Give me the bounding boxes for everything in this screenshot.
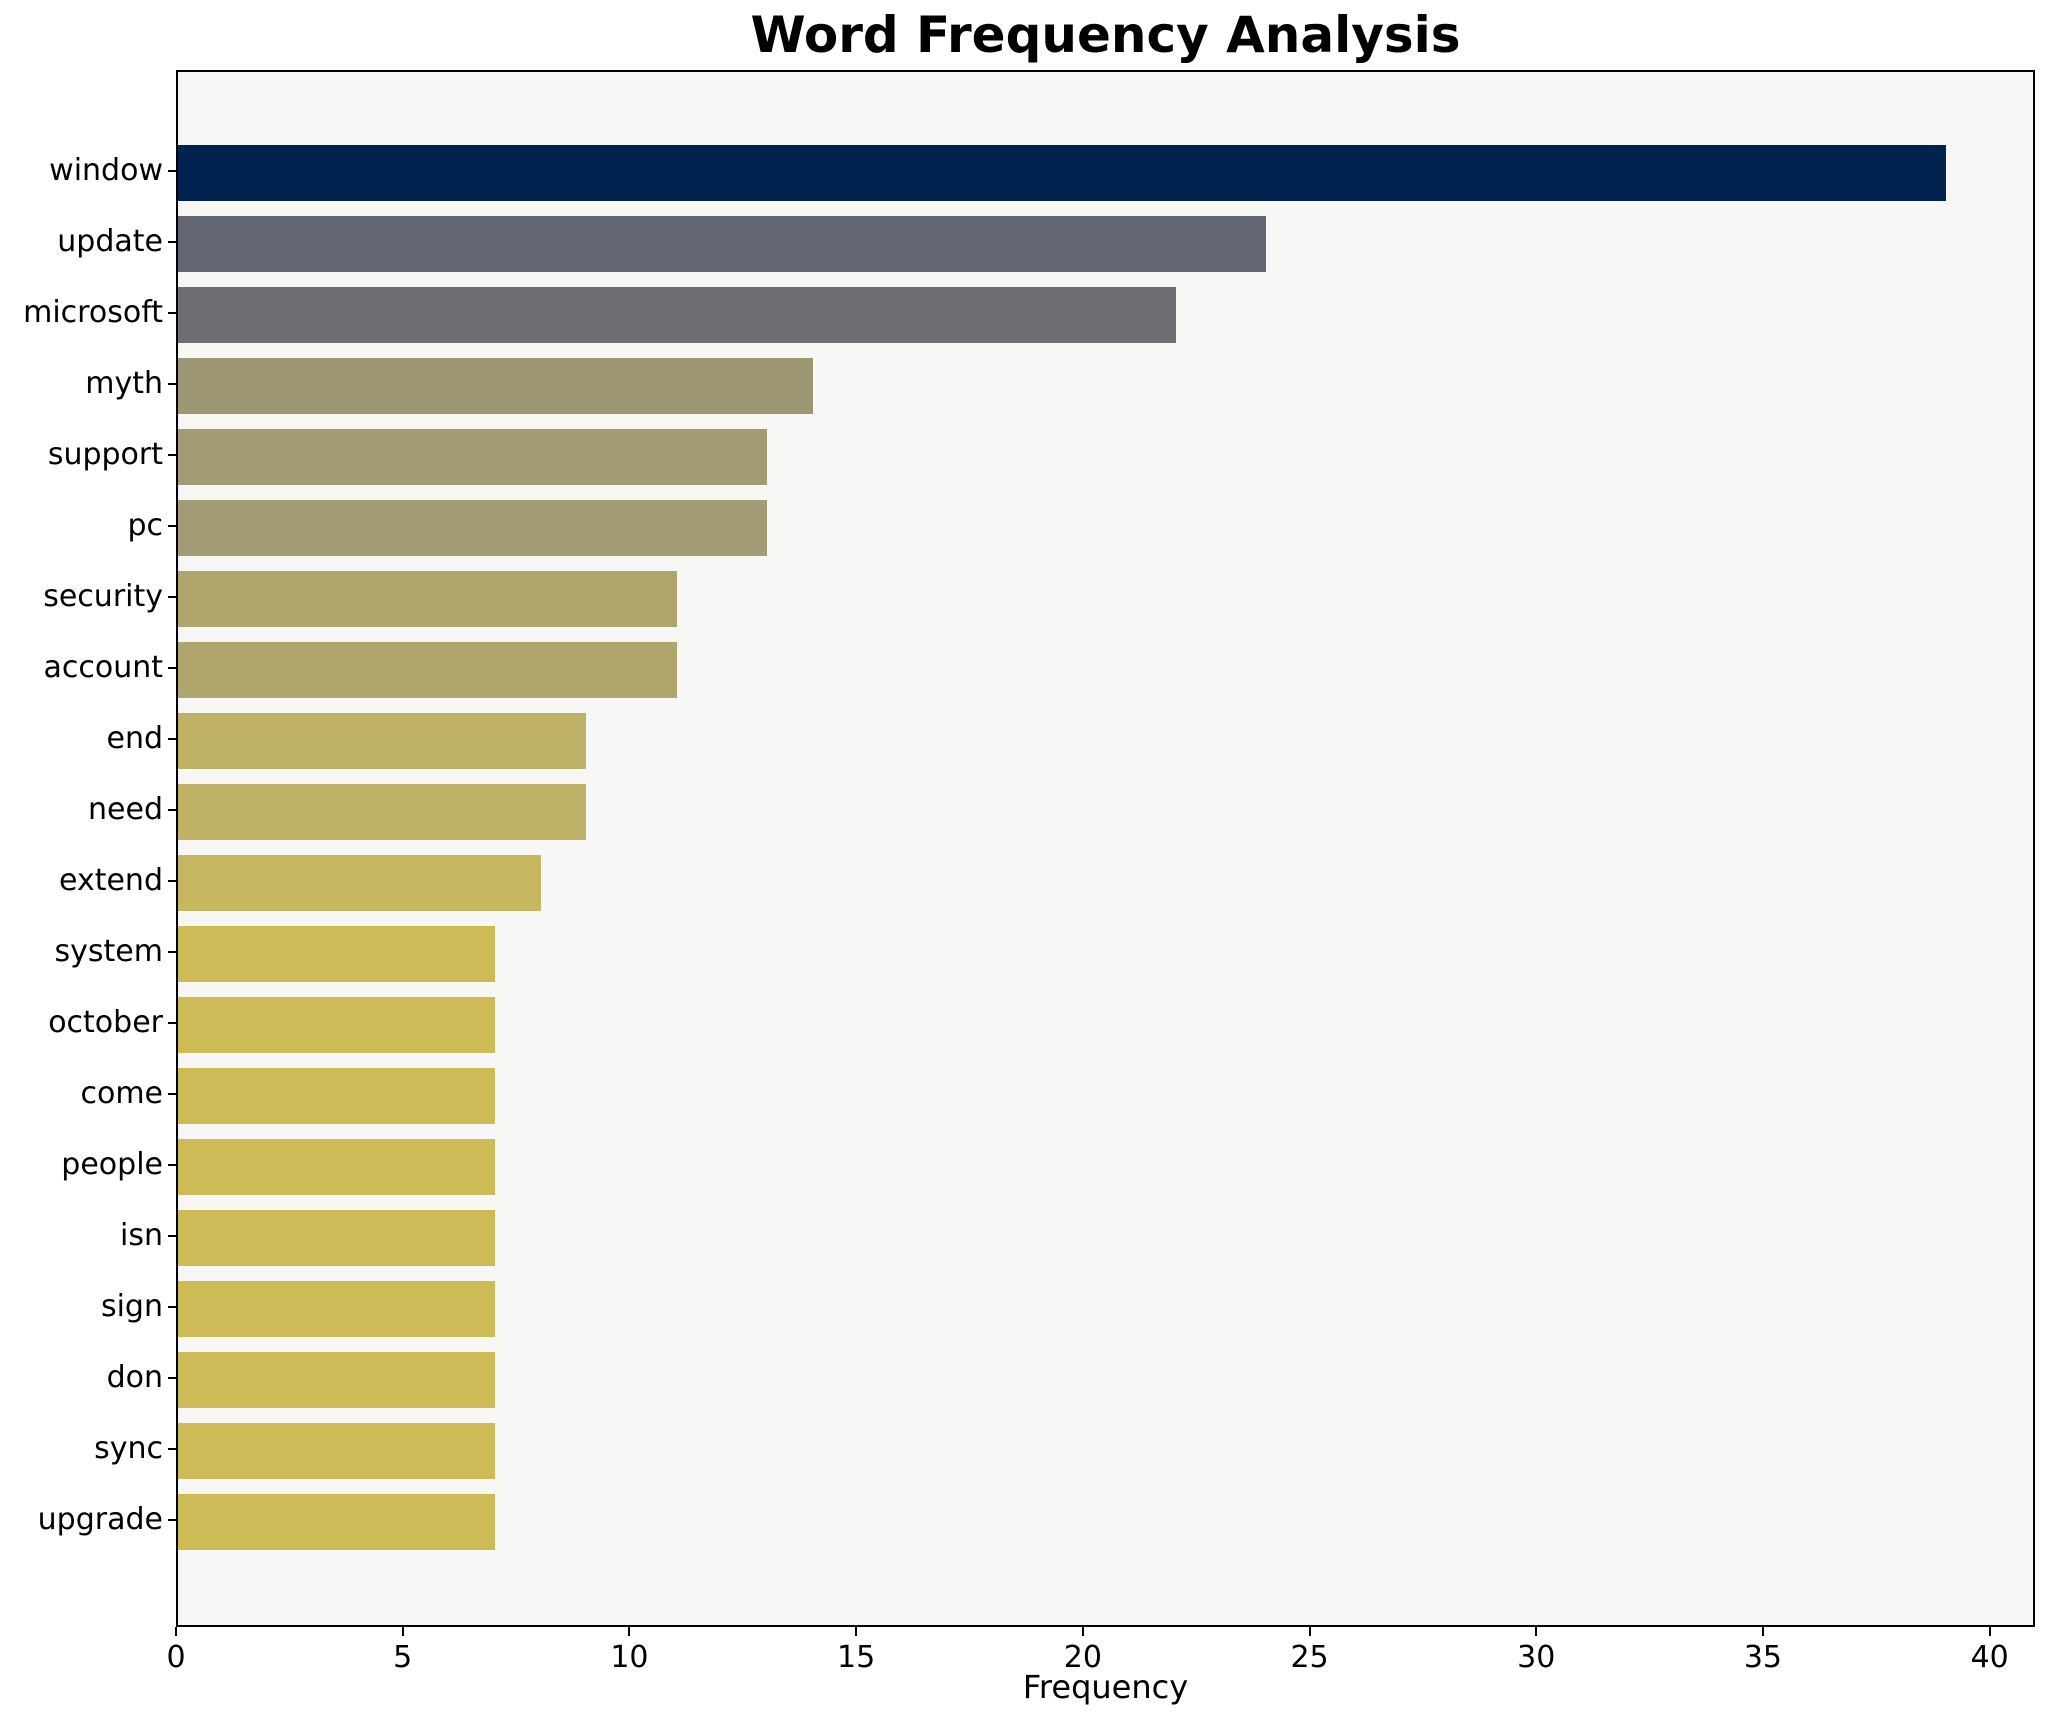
xtick-label-25: 25 (1290, 1640, 1329, 1675)
ytick-label-upgrade: upgrade (37, 1502, 163, 1537)
ytick-label-pc: pc (127, 508, 163, 543)
ytick-mark (168, 809, 177, 811)
bar-support (178, 429, 768, 485)
xtick-label-35: 35 (1743, 1640, 1783, 1675)
ytick-label-people: people (61, 1147, 163, 1182)
ytick-mark (168, 667, 177, 669)
ytick-label-myth: myth (85, 366, 163, 401)
ytick-mark (168, 1235, 177, 1237)
xtick-label-0: 0 (166, 1640, 186, 1675)
bar-end (178, 713, 587, 769)
x-axis-label: Frequency (1022, 1668, 1189, 1706)
ytick-label-security: security (43, 579, 163, 614)
bar-update (178, 216, 1267, 272)
bar-system (178, 926, 496, 982)
xtick-mark (628, 1627, 631, 1636)
ytick-label-window: window (49, 153, 163, 188)
ytick-mark (168, 1164, 177, 1166)
ytick-mark (168, 951, 177, 953)
ytick-label-update: update (57, 224, 163, 259)
bar-october (178, 997, 496, 1053)
xtick-label-10: 10 (610, 1640, 649, 1675)
xtick-mark (1308, 1627, 1311, 1636)
ytick-label-don: don (106, 1360, 163, 1395)
xtick-label-40: 40 (1970, 1640, 2009, 1675)
bar-upgrade (178, 1494, 496, 1550)
ytick-label-extend: extend (59, 863, 163, 898)
ytick-mark (168, 383, 177, 385)
xtick-mark (1988, 1627, 1991, 1636)
bar-come (178, 1068, 496, 1124)
plot-area (176, 70, 2035, 1627)
bar-security (178, 571, 677, 627)
ytick-mark (168, 1377, 177, 1379)
bar-sign (178, 1281, 496, 1337)
ytick-label-end: end (106, 721, 163, 756)
bar-need (178, 784, 587, 840)
bar-account (178, 642, 677, 698)
ytick-mark (168, 525, 177, 527)
ytick-label-sign: sign (100, 1289, 163, 1324)
bar-window (178, 145, 1947, 201)
bar-sync (178, 1423, 496, 1479)
ytick-label-support: support (47, 437, 163, 472)
ytick-mark (168, 170, 177, 172)
ytick-mark (168, 1519, 177, 1521)
ytick-mark (168, 1306, 177, 1308)
bar-people (178, 1139, 496, 1195)
xtick-label-30: 30 (1517, 1640, 1556, 1675)
ytick-mark (168, 1093, 177, 1095)
ytick-mark (168, 454, 177, 456)
ytick-label-october: october (48, 1005, 163, 1040)
ytick-label-need: need (88, 792, 163, 827)
ytick-label-isn: isn (120, 1218, 163, 1253)
ytick-label-account: account (43, 650, 163, 685)
ytick-mark (168, 1448, 177, 1450)
ytick-label-microsoft: microsoft (23, 295, 163, 330)
xtick-mark (855, 1627, 858, 1636)
xtick-label-5: 5 (393, 1640, 413, 1675)
ytick-mark (168, 596, 177, 598)
ytick-label-come: come (80, 1076, 163, 1111)
ytick-mark (168, 1022, 177, 1024)
chart-title: Word Frequency Analysis (750, 6, 1461, 64)
xtick-mark (1081, 1627, 1084, 1636)
xtick-mark (1535, 1627, 1538, 1636)
ytick-mark (168, 312, 177, 314)
xtick-label-20: 20 (1063, 1640, 1102, 1675)
bar-don (178, 1352, 496, 1408)
bar-isn (178, 1210, 496, 1266)
ytick-label-sync: sync (94, 1431, 163, 1466)
ytick-label-system: system (54, 934, 163, 969)
xtick-label-15: 15 (837, 1640, 876, 1675)
xtick-mark (401, 1627, 404, 1636)
ytick-mark (168, 738, 177, 740)
bar-microsoft (178, 287, 1176, 343)
xtick-mark (1761, 1627, 1764, 1636)
xtick-mark (175, 1627, 177, 1636)
ytick-mark (168, 241, 177, 243)
bar-myth (178, 358, 813, 414)
bar-extend (178, 855, 541, 911)
bar-pc (178, 500, 768, 556)
ytick-mark (168, 880, 177, 882)
